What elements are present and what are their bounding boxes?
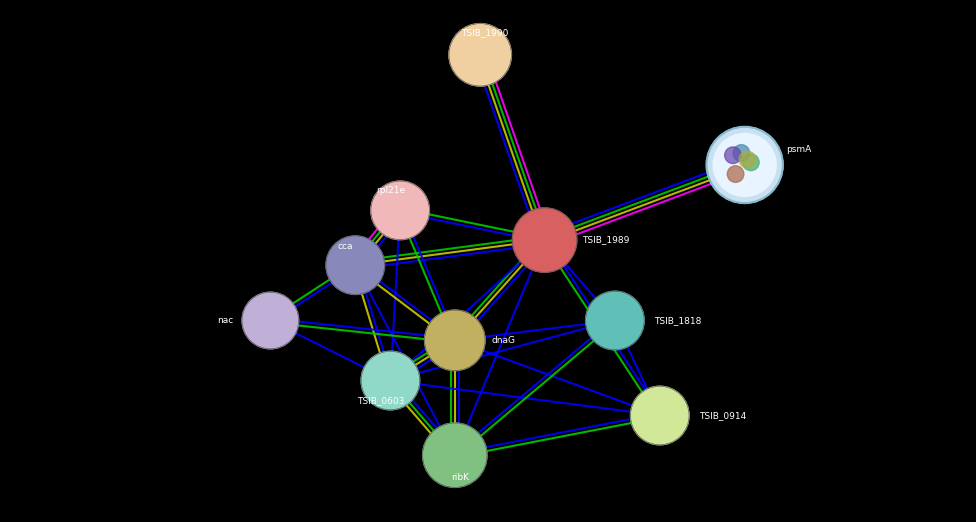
Ellipse shape <box>371 181 429 240</box>
Text: TSIB_0914: TSIB_0914 <box>699 411 746 420</box>
Text: psmA: psmA <box>786 145 811 154</box>
Ellipse shape <box>425 310 485 371</box>
Ellipse shape <box>733 145 750 161</box>
Ellipse shape <box>449 23 511 86</box>
Text: cca: cca <box>338 242 353 251</box>
Ellipse shape <box>727 166 744 182</box>
Text: ribK: ribK <box>451 472 468 482</box>
Ellipse shape <box>326 236 385 294</box>
Ellipse shape <box>713 134 776 196</box>
Text: dnaG: dnaG <box>492 336 516 345</box>
Ellipse shape <box>361 351 420 410</box>
Text: nac: nac <box>217 316 233 325</box>
Ellipse shape <box>423 423 487 488</box>
Ellipse shape <box>512 208 577 272</box>
Text: TSIB_0603: TSIB_0603 <box>357 396 404 405</box>
Ellipse shape <box>743 154 759 171</box>
Ellipse shape <box>739 151 755 168</box>
Text: TSIB_1990: TSIB_1990 <box>462 28 508 38</box>
Ellipse shape <box>707 127 783 203</box>
Ellipse shape <box>242 292 299 349</box>
Text: rpl21e: rpl21e <box>376 186 405 195</box>
Ellipse shape <box>724 147 741 163</box>
Ellipse shape <box>630 386 689 445</box>
Ellipse shape <box>586 291 644 350</box>
Text: TSIB_1818: TSIB_1818 <box>654 316 702 325</box>
Text: TSIB_1989: TSIB_1989 <box>582 235 630 245</box>
